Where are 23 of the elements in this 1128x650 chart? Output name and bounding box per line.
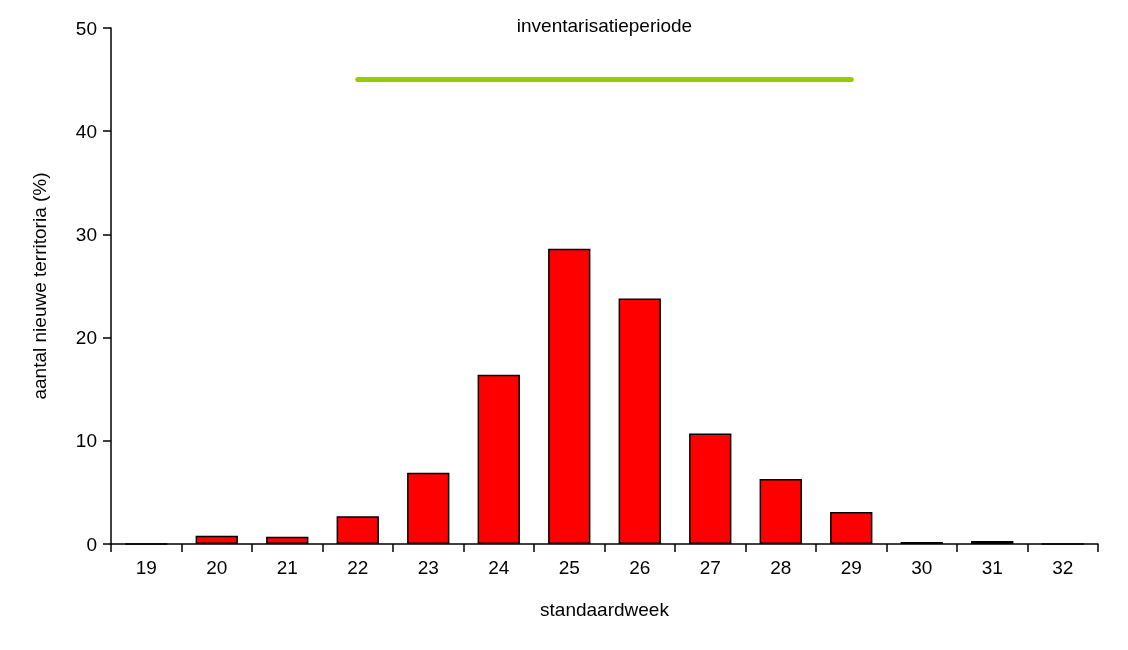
x-tick-label: 26 <box>629 557 651 578</box>
y-tick-label: 50 <box>75 17 97 39</box>
y-tick-label: 10 <box>75 430 97 452</box>
x-tick-label: 20 <box>206 557 228 578</box>
annotation: inventarisatieperiode <box>516 15 693 36</box>
x-tick-label: 32 <box>1052 557 1074 578</box>
y-tick-label: 0 <box>86 533 97 555</box>
y-axis-title: aantal nieuwe territoria (%) <box>29 172 50 400</box>
x-tick-label: 22 <box>347 557 369 578</box>
x-tick-label: 28 <box>770 557 792 578</box>
x-tick-label: 31 <box>981 557 1003 578</box>
y-tick-label: 40 <box>75 120 97 142</box>
x-tick-label: 25 <box>558 557 580 578</box>
x-tick-label: 30 <box>911 557 933 578</box>
x-tick-label: 19 <box>135 557 157 578</box>
x-tick-label: 23 <box>417 557 439 578</box>
y-tick-label: 20 <box>75 327 97 349</box>
x-tick-label: 21 <box>276 557 298 578</box>
x-tick-label: 24 <box>488 557 510 578</box>
x-tick-label: 29 <box>840 557 862 578</box>
x-tick-label: 27 <box>699 557 721 578</box>
y-tick-label: 30 <box>75 223 97 245</box>
x-axis-title: standaardweek <box>540 599 670 620</box>
